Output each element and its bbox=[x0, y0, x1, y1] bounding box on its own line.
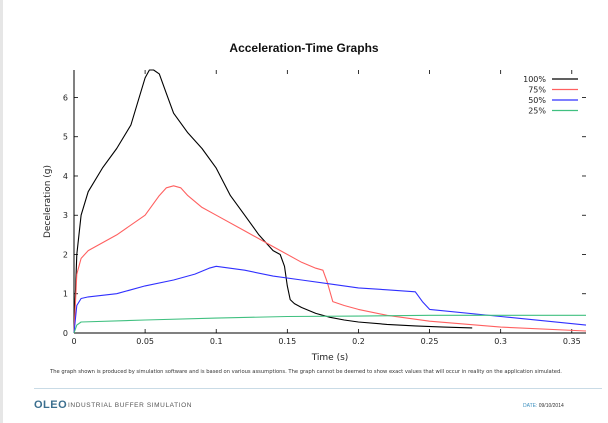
series-line-50-percent bbox=[73, 265, 587, 334]
chart-title: Acceleration-Time Graphs bbox=[229, 41, 379, 55]
x-tick-label: 0.15 bbox=[278, 337, 296, 346]
date-value: 09/10/2014 bbox=[538, 403, 564, 409]
legend-label: 75% bbox=[528, 86, 546, 95]
series-line-75-percent bbox=[73, 185, 587, 334]
footer-divider bbox=[34, 388, 602, 389]
disclaimer-text: The graph shown is produced by simulatio… bbox=[50, 369, 562, 375]
x-tick-label: 0.25 bbox=[421, 337, 439, 346]
legend-label: 50% bbox=[528, 96, 546, 105]
footer-app-name: INDUSTRIAL BUFFER SIMULATION bbox=[68, 402, 193, 409]
x-axis-label: Time (s) bbox=[311, 353, 349, 363]
x-tick-label: 0.35 bbox=[563, 337, 581, 346]
x-tick-label: 0.1 bbox=[210, 337, 223, 346]
oleo-logo: OLEO bbox=[34, 399, 68, 411]
x-tick-label: 0.3 bbox=[494, 337, 507, 346]
y-tick-label: 4 bbox=[63, 172, 68, 181]
series-layer bbox=[73, 69, 587, 334]
y-tick-label: 2 bbox=[63, 250, 68, 259]
legend-label: 25% bbox=[528, 107, 546, 116]
y-axis-label: Deceleration (g) bbox=[43, 165, 53, 238]
x-tick-label: 0.05 bbox=[136, 337, 154, 346]
x-tick-label: 0 bbox=[71, 337, 76, 346]
x-tick-label: 0.2 bbox=[352, 337, 365, 346]
legend: 100% 75%50% 25% bbox=[523, 75, 578, 116]
footer-date: DATE: 09/10/2014 bbox=[523, 403, 564, 409]
legend-label: 100% bbox=[523, 75, 546, 84]
left-page-rule bbox=[0, 0, 3, 423]
series-line-25-percent bbox=[73, 314, 586, 334]
series-line-100-percent bbox=[73, 69, 473, 334]
y-tick-label: 6 bbox=[63, 93, 68, 102]
y-tick-label: 3 bbox=[63, 211, 68, 220]
y-tick-label: 5 bbox=[63, 133, 68, 142]
y-axis-ticks: 0 1 2 3 4 5 6 bbox=[63, 93, 586, 338]
y-tick-label: 0 bbox=[63, 329, 68, 338]
y-tick-label: 1 bbox=[63, 290, 68, 299]
date-label: DATE: bbox=[523, 403, 538, 409]
x-axis-ticks: 0 0.05 0.1 0.15 0.2 0.25 0.3 0.35 bbox=[71, 70, 581, 346]
